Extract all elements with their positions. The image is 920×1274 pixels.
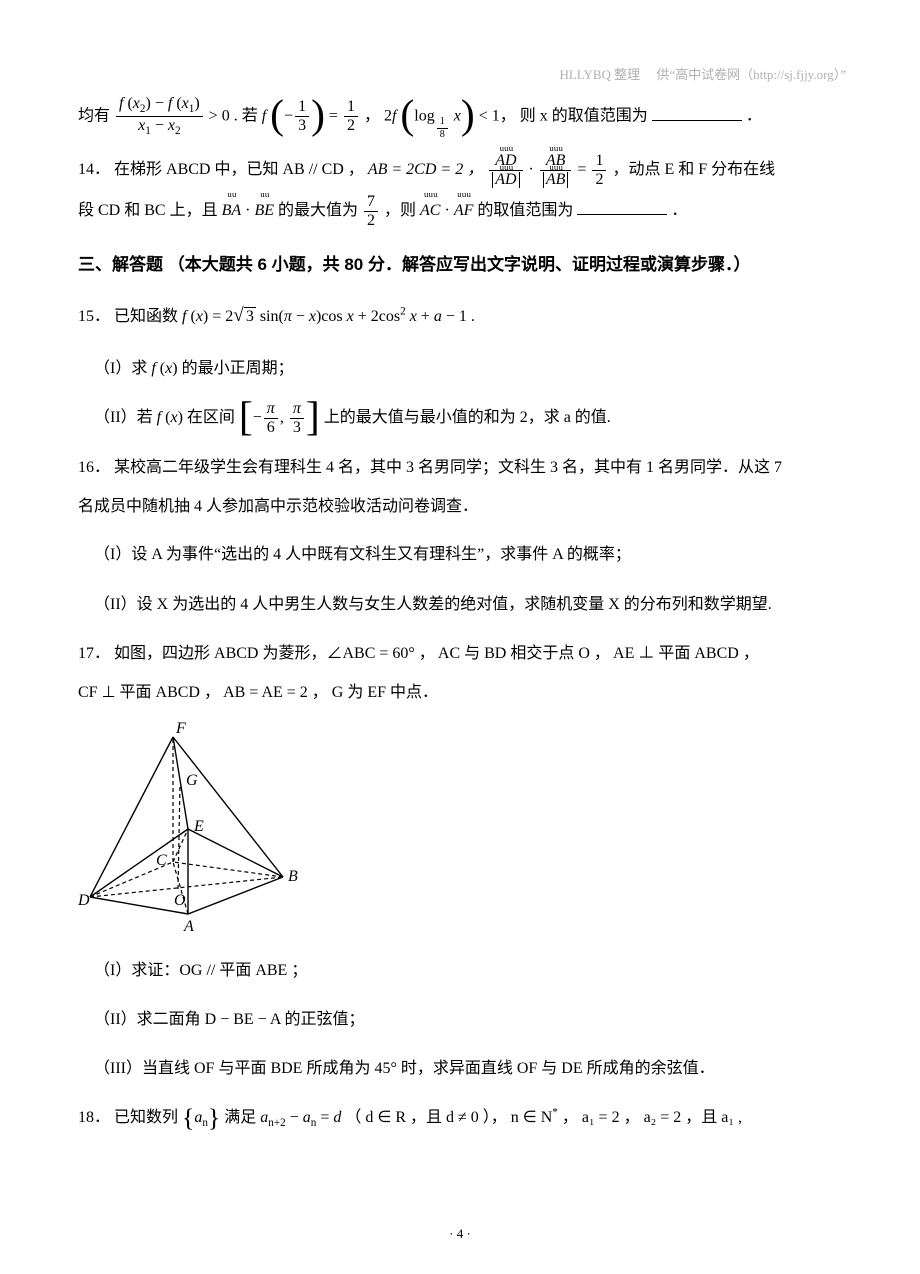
q13-blank	[652, 104, 742, 121]
q14-t6: ，则	[384, 202, 416, 219]
fig-label-E: E	[193, 818, 204, 835]
q18-t3: （ d ∈ R ，且 d ≠ 0 ）， n ∈ N	[345, 1109, 552, 1126]
q14-t1: 在梯形 ABCD 中，已知 AB // CD ，	[114, 161, 364, 178]
q13-line: 均有 f (x2) − f (x1) x1 − x2 > 0 . 若 f (−1…	[78, 96, 850, 138]
fig-label-D: D	[78, 892, 90, 909]
fig-label-G: G	[186, 772, 198, 789]
q15-p1b: 的最小正周期；	[178, 360, 294, 377]
q17-p2: （II）求二面角 D − BE − A 的正弦值；	[94, 1002, 850, 1037]
q18-no: 18．	[78, 1109, 110, 1126]
header-left: HLLYBQ 整理	[559, 67, 640, 82]
header-url[interactable]: http://sj.fjjy.org	[753, 67, 834, 82]
q15-p2b: 在区间	[183, 409, 239, 426]
q14-t3: ，动点 E 和 F 分布在线	[612, 161, 775, 178]
fig-label-F: F	[175, 720, 186, 737]
q17-p1: （I）求证：OG // 平面 ABE ；	[94, 953, 850, 988]
section3-heading: 三、解答题 （本大题共 6 小题，共 80 分．解答应写出文字说明、证明过程或演…	[78, 249, 850, 281]
q14-no: 14．	[78, 161, 110, 178]
q17-t1: 如图，四边形 ABCD 为菱形，∠ABC = 60° ， AC 与 BD 相交于…	[114, 645, 759, 662]
q15-p2: （II）若 f (x) 在区间 [−π6, π3] 上的最大值与最小值的和为 2…	[94, 400, 850, 436]
q15-p1: （I）求 f (x) 的最小正周期；	[94, 351, 850, 386]
q14-vecfrac: u u uAD u u uAD	[489, 153, 522, 188]
fig-label-O: O	[174, 892, 186, 909]
q18-t2: 满足	[224, 1109, 260, 1126]
q17-line2: CF ⊥ 平面 ABCD ， AB = AE = 2 ， G 为 EF 中点．	[78, 677, 850, 709]
q16-t1: 某校高二年级学生会有理科生 4 名，其中 3 名男同学；文科生 3 名，其中有 …	[114, 459, 782, 476]
q14-blank	[577, 198, 667, 215]
q14-eq1: AB = 2CD = 2 ，	[368, 161, 483, 178]
q15-p2c: 上的最大值与最小值的和为 2，求 a 的值.	[324, 409, 611, 426]
q16-line1: 16． 某校高二年级学生会有理科生 4 名，其中 3 名男同学；文科生 3 名，…	[78, 450, 850, 485]
page: HLLYBQ 整理 供“高中试卷网（http://sj.fjjy.org）” 均…	[0, 0, 920, 1274]
q14-dot: ．	[671, 202, 687, 219]
q14-t7: 的取值范围为	[477, 202, 573, 219]
header-right-post: ）”	[834, 67, 846, 82]
q17-line1: 17． 如图，四边形 ABCD 为菱形，∠ABC = 60° ， AC 与 BD…	[78, 636, 850, 671]
q14-vecfrac2: u u uAB u u uAB	[540, 153, 572, 188]
q14-line2: 段 CD 和 BC 上，且 u uBA · u uBE 的最大值为 72 ，则 …	[78, 194, 850, 229]
q15-p2a: （II）若	[94, 409, 157, 426]
q13-dot: ．	[746, 108, 762, 125]
q17-figure: A B C D E F G O	[78, 719, 308, 939]
q18-t1: 已知数列	[114, 1109, 182, 1126]
q15-p1a: （I）求	[94, 360, 151, 377]
fig-label-C: C	[156, 852, 167, 869]
q14-line1: 14． 在梯形 ABCD 中，已知 AB // CD ， AB = 2CD = …	[78, 152, 850, 188]
q18-line1: 18． 已知数列 {an} 满足 an+2 − an = d （ d ∈ R ，…	[78, 1100, 850, 1136]
q18-t4: ， a₁ = 2 ， a₂ = 2 ，且 a₁ ,	[562, 1109, 742, 1126]
q15-line1: 15． 已知函数 f (x) = 2√3 sin(π − x)cos x + 2…	[78, 295, 850, 337]
q17-no: 17．	[78, 645, 110, 662]
fig-label-B: B	[288, 868, 298, 885]
q14-t4: 段 CD 和 BC 上，且	[78, 202, 218, 219]
fig-label-A: A	[183, 918, 194, 935]
q16-p2: （II）设 X 为选出的 4 人中男生人数与女生人数差的绝对值，求随机变量 X …	[94, 587, 850, 622]
q17-p3: （III）当直线 OF 与平面 BDE 所成角为 45° 时，求异面直线 OF …	[94, 1051, 850, 1086]
q14-t5: 的最大值为	[278, 202, 358, 219]
q16-p1: （I）设 A 为事件“选出的 4 人中既有文科生又有理科生”，求事件 A 的概率…	[94, 537, 850, 572]
header-right-pre: 供“高中试卷网（	[656, 67, 753, 82]
q15-t1: 已知函数	[114, 308, 182, 325]
q16-no: 16．	[78, 459, 110, 476]
q13-trail: 则 x 的取值范围为	[520, 108, 648, 125]
page-footer: · 4 ·	[0, 1226, 920, 1242]
q16-line2: 名成员中随机抽 4 人参加高中示范校验收活动问卷调查．	[78, 491, 850, 523]
page-header: HLLYBQ 整理 供“高中试卷网（http://sj.fjjy.org）”	[559, 64, 846, 83]
q15-no: 15．	[78, 308, 110, 325]
q13-frac1: f (x2) − f (x1) x1 − x2	[116, 96, 203, 138]
